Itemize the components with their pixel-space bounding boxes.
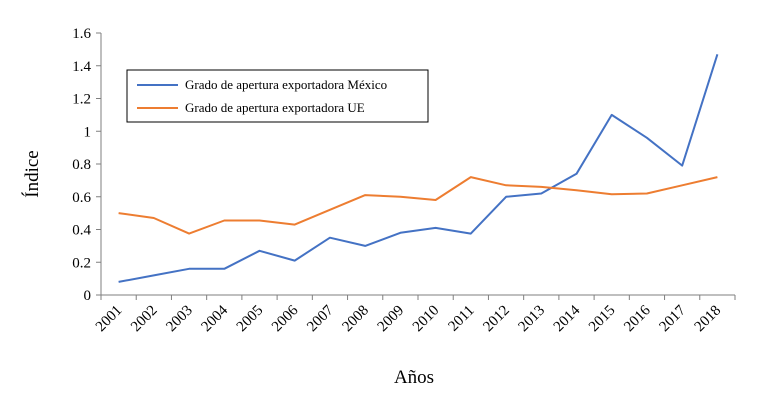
y-tick-label: 0 <box>84 288 92 304</box>
x-tick-label: 2013 <box>516 303 549 336</box>
x-tick-label: 2014 <box>551 302 584 335</box>
y-tick-label: 0.2 <box>72 255 91 271</box>
series-line-mexico <box>118 53 719 283</box>
y-tick-label: 0.8 <box>72 157 91 173</box>
y-tick-label: 1.4 <box>72 59 91 75</box>
y-tick-label: 0.6 <box>72 190 91 206</box>
x-tick-label: 2004 <box>199 302 232 335</box>
x-tick-label: 2008 <box>339 303 372 336</box>
x-tick-label: 2017 <box>656 302 689 335</box>
legend-box <box>126 69 429 123</box>
y-tick-label: 1 <box>84 124 92 140</box>
legend-entry: Grado de apertura exportadora México <box>185 77 387 92</box>
y-tick-label: 0.4 <box>72 223 91 239</box>
y-axis-ticks: 0 0.2 0.4 0.6 0.8 1 1.2 1.4 1.6 <box>72 26 101 304</box>
series-lines <box>118 53 719 283</box>
y-axis-title: Índice <box>21 150 43 197</box>
legend-entry: Grado de apertura exportadora UE <box>185 100 365 115</box>
x-tick-label: 2015 <box>586 303 619 336</box>
legend: Grado de apertura exportadora México Grad… <box>126 69 429 123</box>
y-tick-label: 1.2 <box>72 92 91 108</box>
x-tick-label: 2003 <box>163 303 196 336</box>
x-tick-label: 2001 <box>93 303 126 336</box>
x-axis-title: Años <box>394 367 434 388</box>
x-tick-label: 2018 <box>692 303 725 336</box>
x-tick-label: 2002 <box>128 303 161 336</box>
x-tick-label: 2007 <box>304 302 337 335</box>
x-axis-ticks: 2001 2002 2003 2004 2005 2006 2007 2008 2009 2010… <box>93 295 736 336</box>
x-tick-label: 2010 <box>410 303 443 336</box>
x-tick-label: 2011 <box>446 303 478 335</box>
x-tick-label: 2006 <box>269 302 302 335</box>
x-tick-label: 2012 <box>480 303 513 336</box>
y-tick-label: 1.6 <box>72 26 91 42</box>
x-tick-label: 2005 <box>234 303 267 336</box>
x-tick-label: 2016 <box>621 302 654 335</box>
series-line-ue <box>118 176 718 235</box>
x-tick-label: 2009 <box>375 303 408 336</box>
